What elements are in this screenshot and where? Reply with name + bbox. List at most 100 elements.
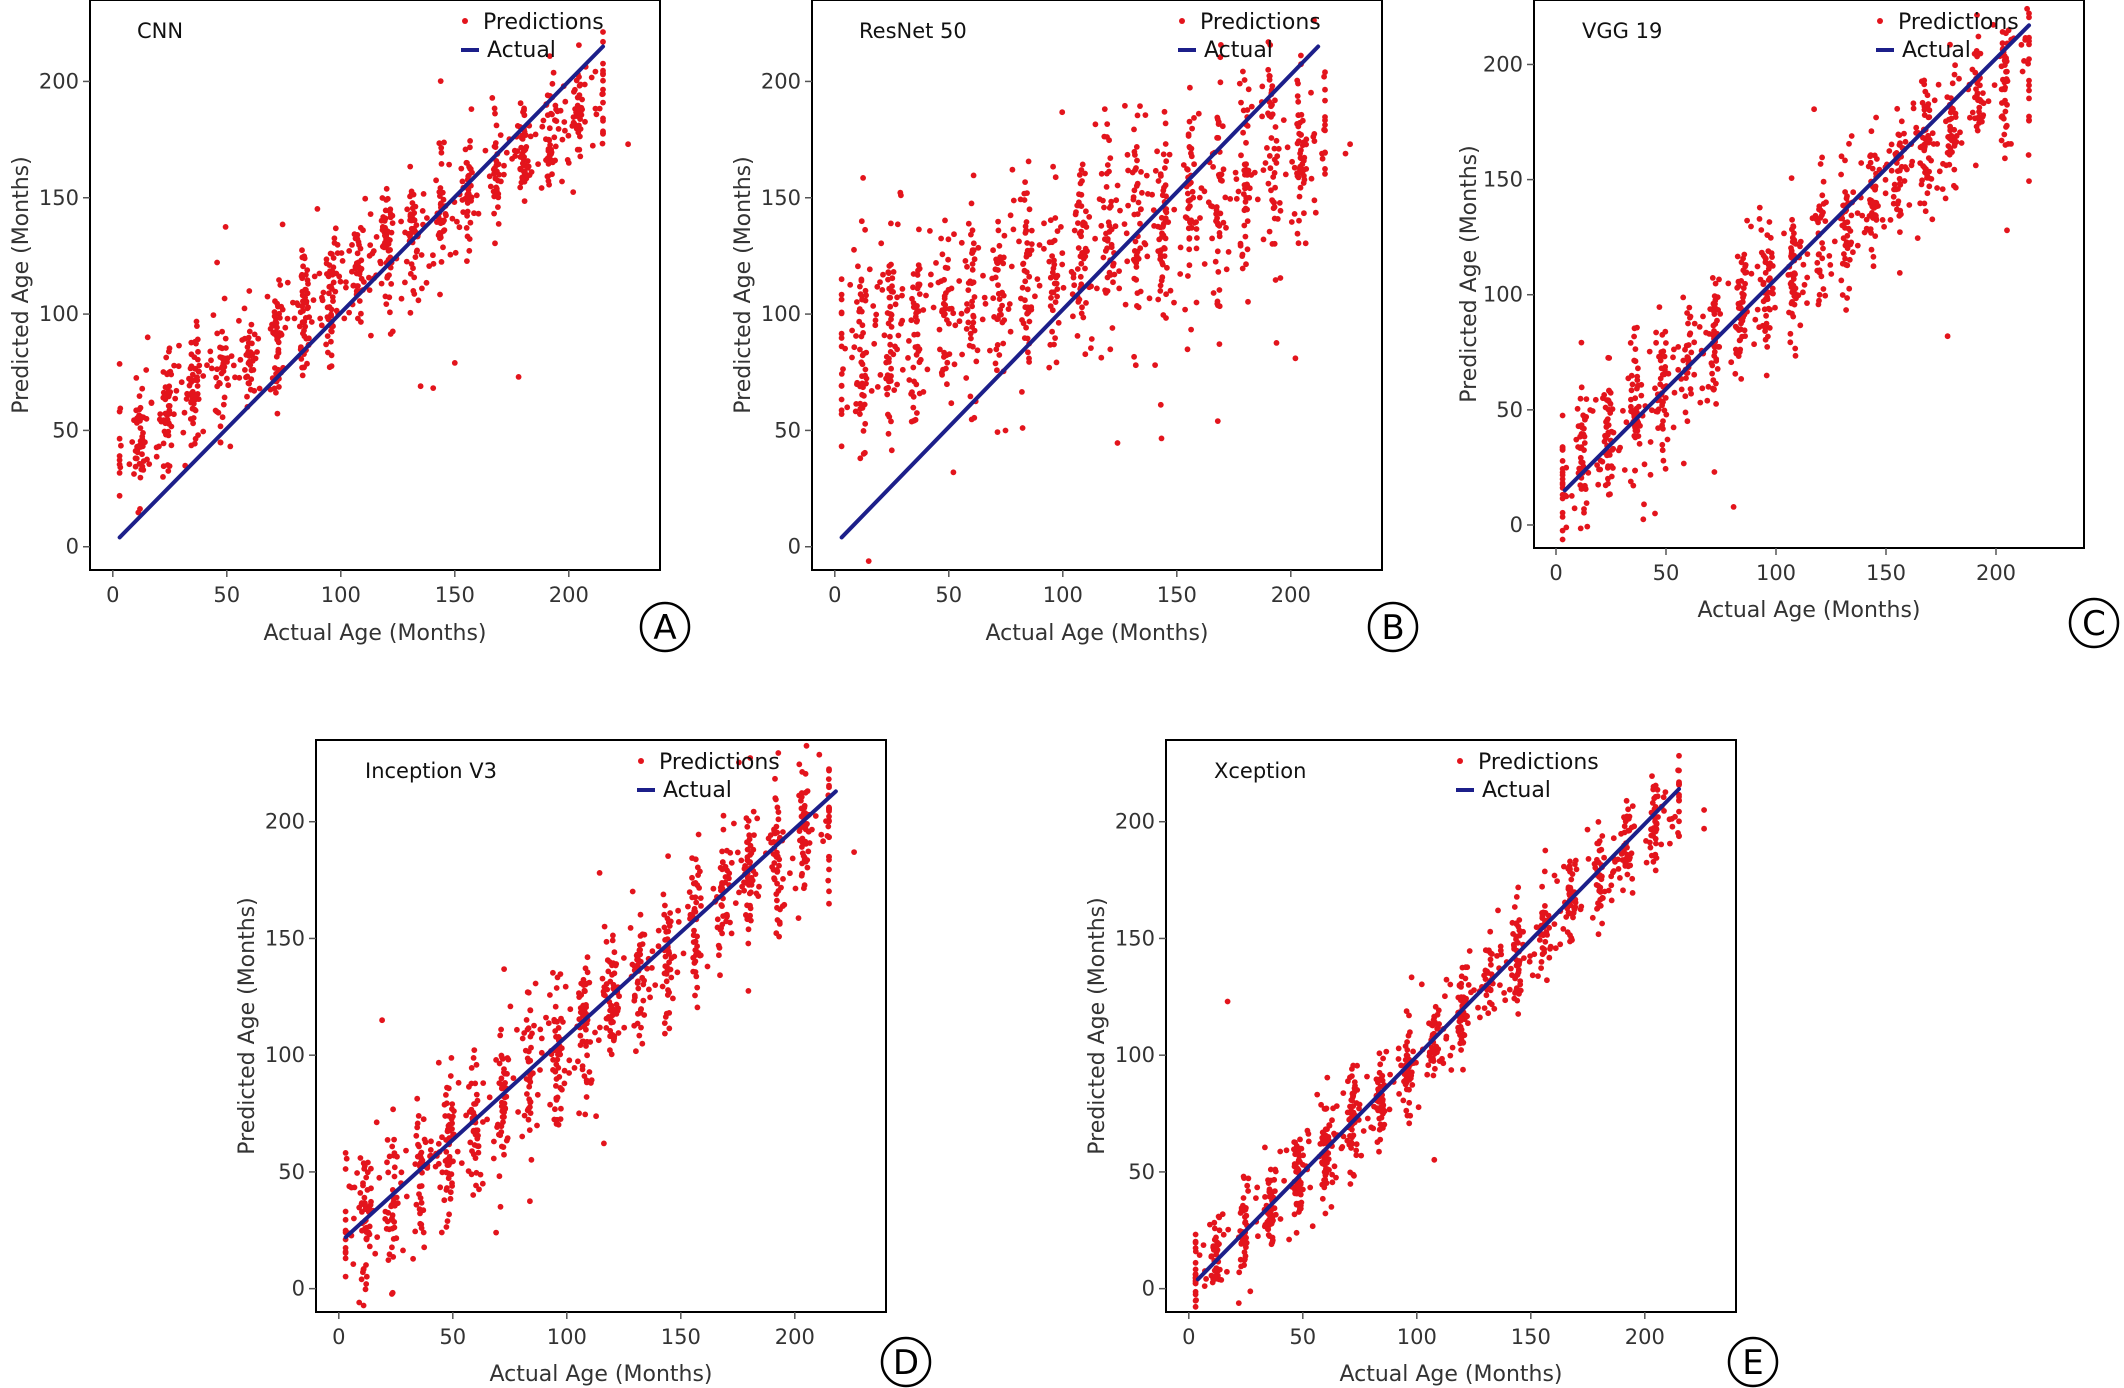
prediction-point [1186, 144, 1193, 150]
prediction-point [191, 354, 198, 360]
prediction-point [1652, 385, 1658, 392]
prediction-point [1347, 1133, 1353, 1139]
prediction-point [389, 1143, 396, 1150]
x-axis-title: Actual Age (Months) [1339, 1362, 1562, 1387]
prediction-point [473, 1091, 480, 1098]
prediction-point [1113, 197, 1120, 204]
prediction-point [862, 226, 868, 233]
prediction-point [1737, 346, 1744, 353]
prediction-point [1163, 315, 1169, 321]
prediction-point [524, 1055, 531, 1062]
prediction-point [1432, 1065, 1438, 1072]
prediction-point [1201, 261, 1208, 267]
prediction-point [1245, 1188, 1251, 1194]
prediction-point [1657, 381, 1664, 388]
prediction-point [146, 461, 153, 467]
prediction-point [1739, 317, 1746, 324]
prediction-point [224, 375, 230, 382]
prediction-point [890, 289, 896, 295]
prediction-point [1376, 1148, 1382, 1155]
prediction-point [328, 338, 334, 345]
prediction-point [1134, 303, 1140, 309]
prediction-point [1106, 269, 1113, 276]
prediction-point [912, 416, 919, 423]
prediction-point [1028, 241, 1035, 248]
prediction-point [338, 250, 345, 256]
prediction-point [969, 247, 976, 254]
prediction-point [1772, 304, 1778, 311]
prediction-point [331, 235, 338, 242]
prediction-point [527, 1110, 534, 1116]
prediction-point [899, 286, 906, 292]
prediction-point [1162, 215, 1169, 222]
prediction-point [404, 206, 411, 213]
prediction-point [1804, 274, 1811, 281]
prediction-point [655, 927, 662, 934]
prediction-point [1814, 259, 1821, 266]
prediction-point [1082, 351, 1089, 358]
prediction-point [1187, 84, 1193, 91]
prediction-point [847, 281, 854, 288]
prediction-point [599, 140, 606, 147]
prediction-point [200, 373, 207, 379]
prediction-point [873, 311, 880, 318]
prediction-point [862, 420, 869, 427]
prediction-point [382, 1216, 389, 1222]
prediction-point [1265, 66, 1272, 73]
prediction-point [1109, 325, 1116, 331]
prediction-point [272, 298, 278, 305]
prediction-point [1295, 80, 1301, 87]
prediction-point [208, 357, 214, 364]
prediction-point [1213, 1251, 1219, 1258]
prediction-point [1329, 1117, 1335, 1124]
prediction-point [716, 944, 723, 951]
prediction-point [965, 220, 972, 227]
prediction-point [343, 279, 349, 285]
prediction-point [722, 912, 729, 919]
prediction-point [858, 359, 865, 366]
prediction-point [716, 952, 722, 959]
prediction-point [1240, 129, 1246, 136]
prediction-point [311, 273, 318, 280]
prediction-point [491, 105, 498, 112]
prediction-point [567, 1006, 574, 1013]
prediction-point [1765, 305, 1772, 312]
prediction-point [1162, 235, 1169, 242]
prediction-point [1709, 275, 1716, 281]
prediction-point [1618, 830, 1624, 837]
prediction-point [1691, 320, 1698, 327]
prediction-point [1559, 514, 1566, 520]
prediction-point [1161, 108, 1168, 115]
prediction-point [878, 240, 885, 247]
prediction-point [116, 492, 123, 499]
x-tick-label: 0 [828, 583, 841, 607]
prediction-point [1110, 279, 1116, 286]
legend-predictions-label: Predictions [483, 10, 604, 35]
prediction-point [1053, 359, 1060, 366]
prediction-point [1872, 186, 1878, 193]
prediction-point [436, 189, 443, 195]
prediction-point [671, 953, 678, 960]
prediction-point [1082, 265, 1088, 272]
prediction-point [358, 1276, 365, 1283]
prediction-point [1019, 389, 1025, 395]
prediction-point [1243, 139, 1249, 146]
prediction-point [217, 423, 224, 430]
prediction-point [1897, 180, 1903, 187]
prediction-point [1244, 246, 1251, 253]
prediction-point [860, 330, 866, 336]
prediction-point [134, 443, 141, 450]
prediction-point [1895, 186, 1901, 192]
prediction-point [553, 985, 560, 991]
prediction-point [1631, 333, 1637, 340]
prediction-point [1589, 914, 1596, 921]
prediction-point [1939, 186, 1946, 193]
prediction-point [1571, 505, 1578, 512]
prediction-point [1615, 856, 1621, 863]
prediction-point [838, 382, 845, 389]
prediction-point [663, 978, 670, 985]
prediction-point [526, 1083, 533, 1090]
prediction-point [592, 105, 599, 112]
prediction-point [1765, 333, 1771, 340]
prediction-point [820, 838, 826, 845]
